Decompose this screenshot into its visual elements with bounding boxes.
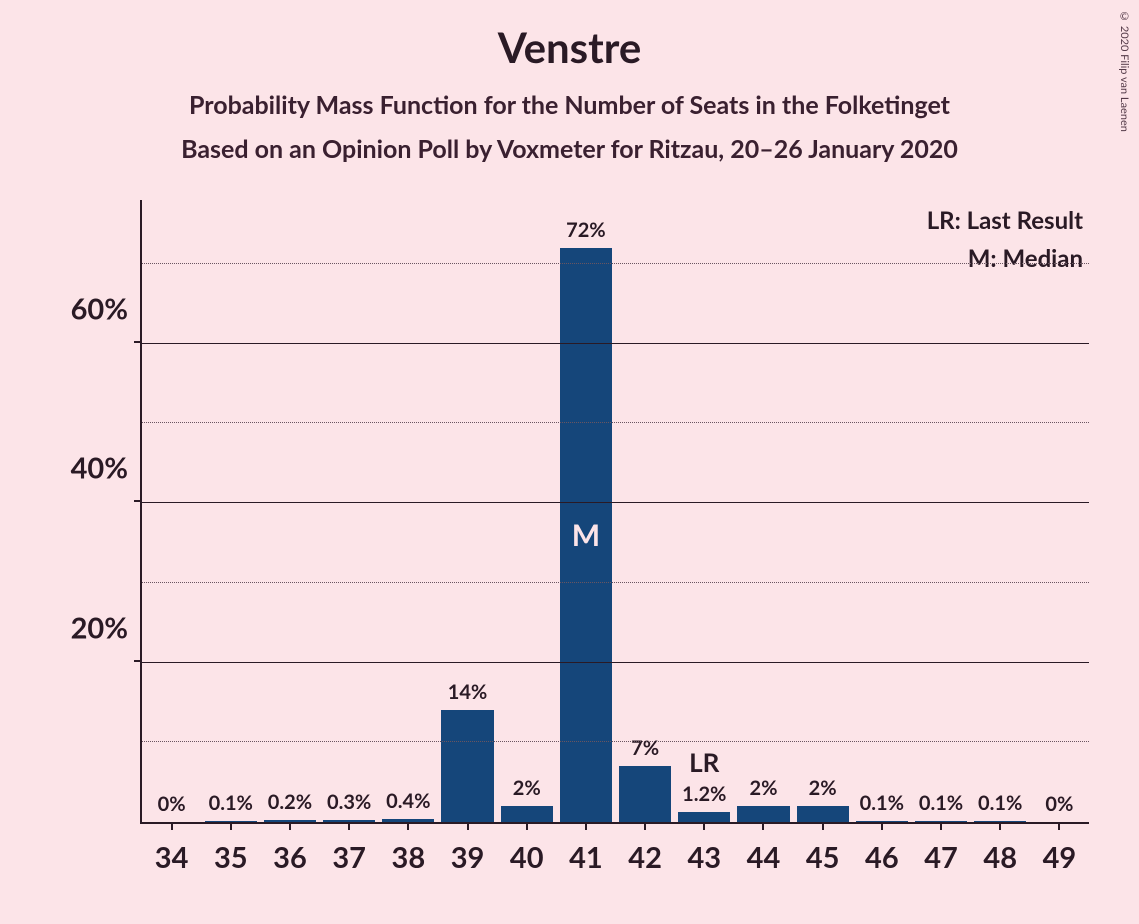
bar-value-label: 0.1% (919, 791, 963, 815)
bar-value-label: 0% (158, 792, 186, 816)
x-axis-tick-mark (526, 822, 528, 830)
gridline-minor (142, 741, 1089, 742)
x-axis-tick-mark (940, 822, 942, 830)
bar-slot: 0.2%36 (260, 200, 319, 822)
x-axis-tick-label: 46 (865, 840, 899, 875)
x-axis-tick-label: 42 (628, 840, 662, 875)
x-axis-tick-mark (822, 822, 824, 830)
bar-value-label: 72% (566, 218, 606, 242)
bar-median-marker: M (572, 517, 600, 553)
x-axis-tick-mark (407, 822, 409, 830)
bars-group: 0%340.1%350.2%360.3%370.4%3814%392%4072%… (142, 200, 1089, 822)
y-axis-tick-label: 20% (71, 610, 142, 645)
bar-slot: 0.3%37 (320, 200, 379, 822)
x-axis-tick-label: 38 (392, 840, 426, 875)
bar-slot: 0%34 (142, 200, 201, 822)
bar-slot: 2%40 (497, 200, 556, 822)
gridline-minor (142, 422, 1089, 423)
bar: 2% (501, 806, 553, 822)
x-axis-tick-mark (644, 822, 646, 830)
x-axis-tick-mark (762, 822, 764, 830)
bar-slot: 2%45 (793, 200, 852, 822)
bar: 2% (797, 806, 849, 822)
chart-subtitle-2: Based on an Opinion Poll by Voxmeter for… (0, 134, 1139, 164)
bar-slot: 2%44 (734, 200, 793, 822)
bar-value-label: 0.4% (386, 789, 430, 813)
bar: 14% (441, 710, 493, 822)
chart-title: Venstre (0, 0, 1139, 72)
bar-value-label: 0.1% (978, 791, 1022, 815)
x-axis-tick-mark (230, 822, 232, 830)
x-axis-tick-mark (999, 822, 1001, 830)
x-axis-tick-mark (289, 822, 291, 830)
gridline-minor (142, 263, 1089, 264)
bar-slot: 7%42 (616, 200, 675, 822)
gridline-major (142, 502, 1089, 503)
bar-slot: 0.1%48 (971, 200, 1030, 822)
x-axis-tick-mark (585, 822, 587, 830)
gridline-major (142, 343, 1089, 344)
bar-last-result-marker: LR (689, 746, 719, 778)
bar-value-label: 1.2% (682, 782, 726, 806)
x-axis-tick-label: 44 (747, 840, 781, 875)
bar: 1.2%LR (678, 812, 730, 822)
x-axis-tick-mark (1058, 822, 1060, 830)
bar: 7% (619, 766, 671, 822)
chart-subtitle-1: Probability Mass Function for the Number… (0, 90, 1139, 120)
bar-value-label: 0.1% (860, 791, 904, 815)
bar-value-label: 14% (448, 680, 488, 704)
x-axis-tick-mark (171, 822, 173, 830)
bar-value-label: 0.2% (268, 790, 312, 814)
x-axis-tick-label: 41 (569, 840, 603, 875)
bar-slot: 72%M41 (556, 200, 615, 822)
bar-slot: 0.4%38 (379, 200, 438, 822)
x-axis-tick-label: 37 (332, 840, 366, 875)
bar-slot: 0.1%47 (911, 200, 970, 822)
y-axis-tick-label: 60% (71, 291, 142, 326)
x-axis-tick-label: 43 (687, 840, 721, 875)
bar-slot: 0.1%35 (201, 200, 260, 822)
x-axis-tick-label: 48 (983, 840, 1017, 875)
y-axis-tick-mark (134, 500, 142, 502)
x-axis-tick-label: 49 (1043, 840, 1077, 875)
x-axis-tick-mark (467, 822, 469, 830)
bar-value-label: 2% (513, 776, 541, 800)
x-axis-tick-label: 40 (510, 840, 544, 875)
x-axis-tick-label: 39 (451, 840, 485, 875)
bar-value-label: 0.1% (209, 791, 253, 815)
bar-value-label: 2% (809, 776, 837, 800)
y-axis-tick-mark (134, 341, 142, 343)
gridline-major (142, 662, 1089, 663)
gridline-minor (142, 582, 1089, 583)
bar: 2% (737, 806, 789, 822)
bar-slot: 1.2%LR43 (675, 200, 734, 822)
bar: 72%M (560, 248, 612, 822)
bar-slot: 0%49 (1030, 200, 1089, 822)
bar-value-label: 2% (749, 776, 777, 800)
x-axis-tick-label: 45 (806, 840, 840, 875)
x-axis-tick-label: 36 (273, 840, 307, 875)
y-axis-tick-mark (134, 660, 142, 662)
chart-container: LR: Last Result M: Median 0%340.1%350.2%… (50, 200, 1089, 884)
y-axis-tick-label: 40% (71, 451, 142, 486)
x-axis-tick-mark (703, 822, 705, 830)
bar-slot: 0.1%46 (852, 200, 911, 822)
x-axis-tick-label: 34 (155, 840, 189, 875)
copyright-text: © 2020 Filip van Laenen (1118, 10, 1131, 132)
plot-area: LR: Last Result M: Median 0%340.1%350.2%… (140, 200, 1089, 824)
bar-value-label: 0.3% (327, 790, 371, 814)
x-axis-tick-mark (881, 822, 883, 830)
bar-value-label: 0% (1045, 792, 1073, 816)
x-axis-tick-label: 35 (214, 840, 248, 875)
bar-slot: 14%39 (438, 200, 497, 822)
bar-value-label: 7% (631, 736, 659, 760)
x-axis-tick-mark (348, 822, 350, 830)
x-axis-tick-label: 47 (924, 840, 958, 875)
